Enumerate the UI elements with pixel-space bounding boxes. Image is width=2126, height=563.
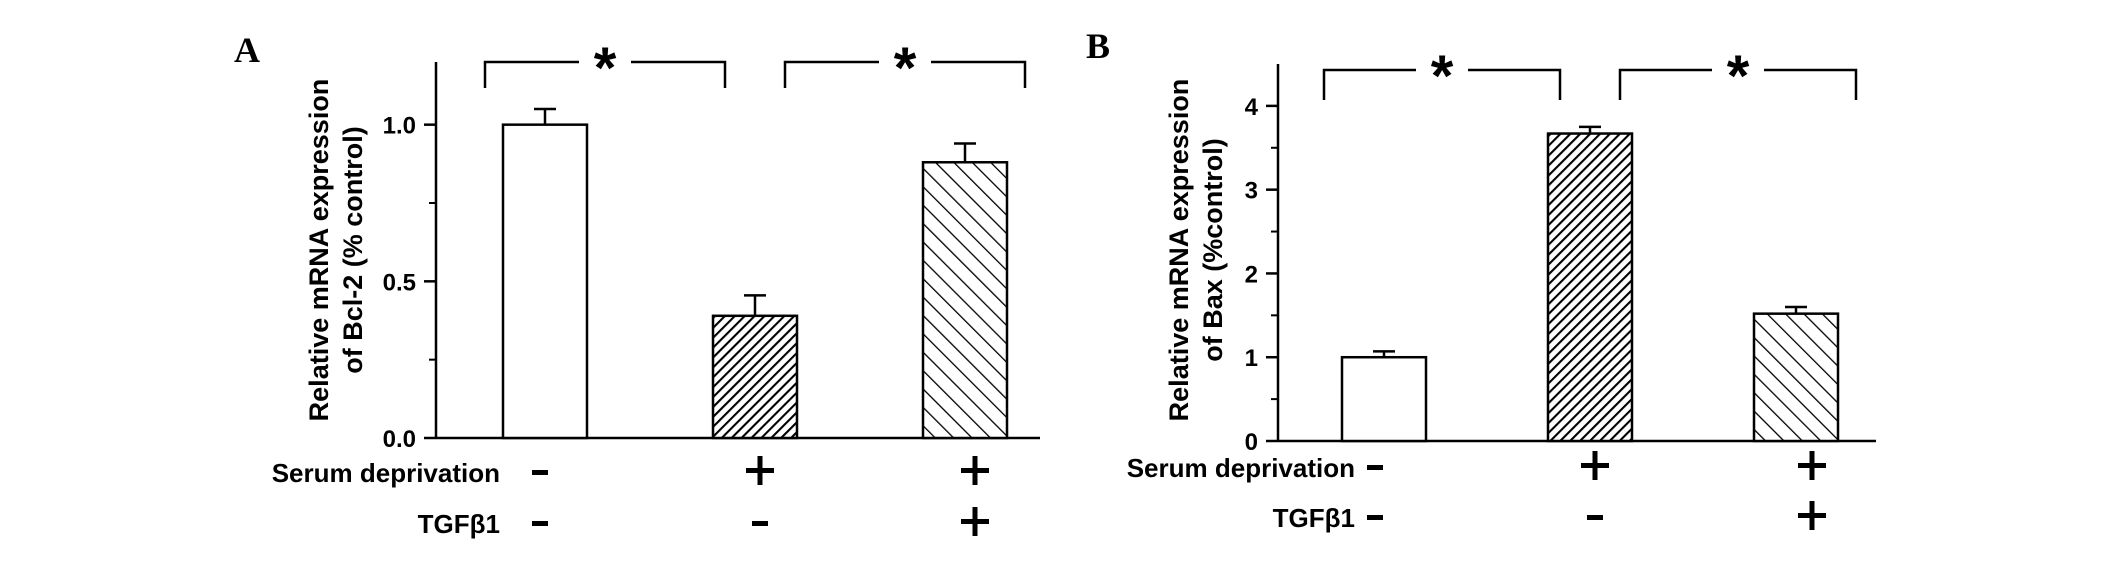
panel-letter: A bbox=[234, 30, 260, 70]
significance-bracket bbox=[483, 60, 727, 88]
panel-a-chart: A 0.0 0.5 1.0 Relative mRNA expression of Bcl… bbox=[234, 30, 1040, 539]
bar bbox=[1752, 312, 1840, 443]
significance-bracket bbox=[1618, 68, 1858, 100]
bar bbox=[1340, 355, 1428, 443]
condition-label: TGFβ1 bbox=[418, 509, 500, 539]
panel-letter: B bbox=[1086, 26, 1110, 66]
significance-bracket bbox=[1322, 68, 1562, 100]
y-tick-label: 1 bbox=[1245, 345, 1258, 372]
bar bbox=[501, 123, 589, 440]
minus-sign bbox=[532, 521, 548, 526]
y-tick-label: 4 bbox=[1245, 94, 1259, 121]
condition-label: TGFβ1 bbox=[1273, 503, 1355, 533]
plus-sign-v bbox=[1592, 451, 1598, 480]
minus-sign bbox=[1367, 465, 1383, 470]
condition-label: Serum deprivation bbox=[1127, 453, 1355, 483]
significance-bracket bbox=[783, 60, 1027, 88]
plus-sign-v bbox=[1809, 451, 1815, 480]
significance-star: * bbox=[594, 36, 617, 101]
minus-sign bbox=[1367, 515, 1383, 520]
minus-sign bbox=[532, 470, 548, 475]
condition-label: Serum deprivation bbox=[272, 458, 500, 488]
y-tick-label: 0.5 bbox=[383, 269, 416, 296]
minus-sign bbox=[1587, 515, 1603, 520]
plus-sign-v bbox=[1809, 501, 1815, 530]
bar bbox=[711, 314, 799, 440]
y-axis-title: of Bcl-2 (% control) bbox=[338, 126, 368, 374]
significance-star: * bbox=[1727, 44, 1750, 109]
y-axis-title: of Bax (%control) bbox=[1198, 138, 1228, 362]
panel-b-chart: B 0 1 2 3 4 Relative mRNA expression of Bax (%c… bbox=[1086, 26, 1876, 533]
bar bbox=[921, 161, 1009, 440]
plus-sign-v bbox=[757, 456, 763, 485]
y-axis-title: Relative mRNA expression bbox=[304, 79, 334, 422]
minus-sign bbox=[752, 521, 768, 526]
y-axis-title: Relative mRNA expression bbox=[1164, 79, 1194, 422]
significance-star: * bbox=[1431, 44, 1454, 109]
significance-star: * bbox=[894, 36, 917, 101]
y-tick-label: 3 bbox=[1245, 178, 1258, 205]
y-tick-label: 0.0 bbox=[383, 426, 416, 453]
y-tick-label: 2 bbox=[1245, 261, 1258, 288]
plus-sign-v bbox=[972, 456, 978, 485]
plus-sign-v bbox=[972, 507, 978, 536]
y-tick-label: 0 bbox=[1245, 429, 1258, 456]
bar bbox=[1546, 132, 1634, 443]
y-tick-label: 1.0 bbox=[383, 113, 416, 140]
